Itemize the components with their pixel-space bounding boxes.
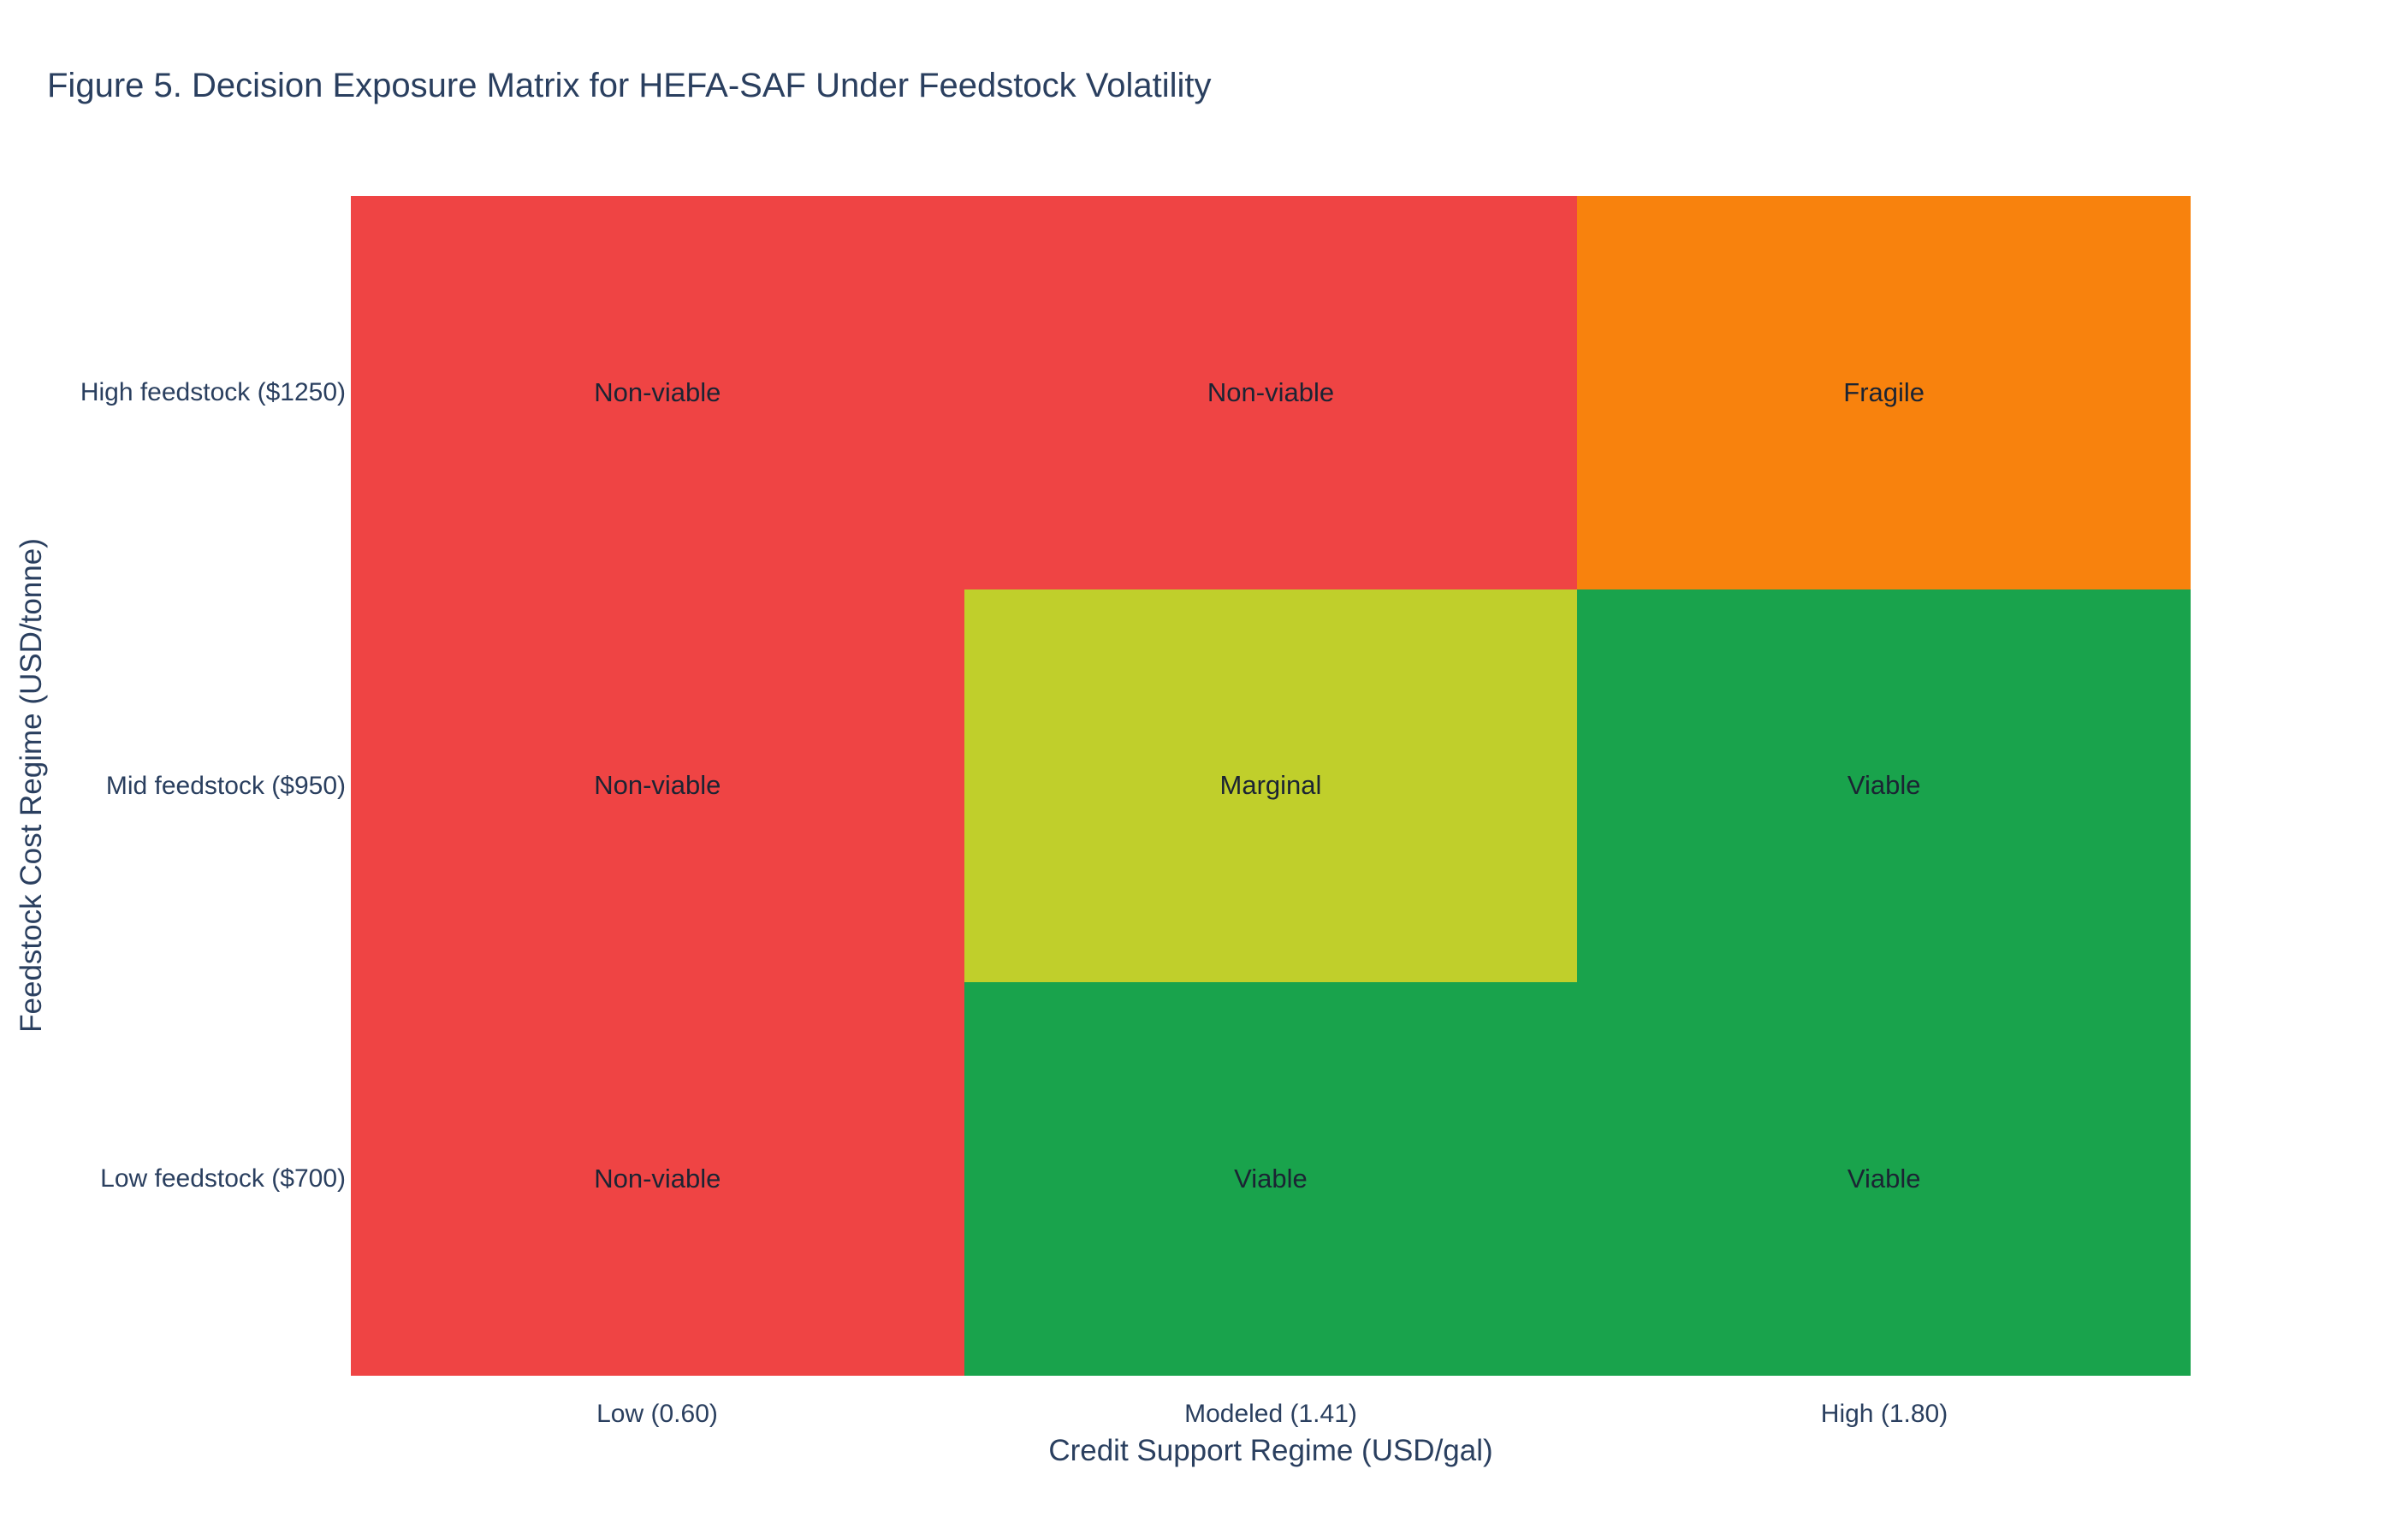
y-tick-label-low: Low feedstock ($700) [100, 1164, 346, 1193]
cell-label: Viable [1234, 1164, 1308, 1194]
y-tick-label-high: High feedstock ($1250) [80, 378, 346, 406]
x-tick-label-high: High (1.80) [1820, 1400, 1948, 1428]
cell-label: Non-viable [594, 376, 721, 407]
matrix-cell-r1c0: Non-viable [351, 589, 964, 983]
matrix-cell-r1c1: Marginal [964, 589, 1578, 983]
matrix-cell-r0c0: Non-viable [351, 196, 964, 589]
figure-title: Figure 5. Decision Exposure Matrix for H… [47, 67, 1212, 104]
matrix-cell-r2c0: Non-viable [351, 982, 964, 1376]
x-tick-label-low: Low (0.60) [596, 1400, 718, 1428]
matrix-cell-r0c1: Non-viable [964, 196, 1578, 589]
matrix-cell-r2c2: Viable [1577, 982, 2191, 1376]
cell-label: Viable [1847, 770, 1921, 801]
y-tick-label-mid: Mid feedstock ($950) [105, 772, 346, 800]
cell-label: Non-viable [1207, 376, 1335, 407]
matrix-cell-r1c2: Viable [1577, 589, 2191, 983]
cell-label: Marginal [1219, 770, 1322, 801]
heatmap-plot-area: Non-viable Non-viable Fragile Non-viable… [351, 196, 2191, 1376]
cell-label: Viable [1847, 1164, 1921, 1194]
matrix-cell-r2c1: Viable [964, 982, 1578, 1376]
x-axis-title: Credit Support Regime (USD/gal) [1048, 1434, 1493, 1467]
cell-label: Fragile [1843, 376, 1925, 407]
cell-label: Non-viable [594, 770, 721, 801]
x-tick-label-modeled: Modeled (1.41) [1184, 1400, 1357, 1428]
matrix-cell-r0c2: Fragile [1577, 196, 2191, 589]
cell-label: Non-viable [594, 1164, 721, 1194]
